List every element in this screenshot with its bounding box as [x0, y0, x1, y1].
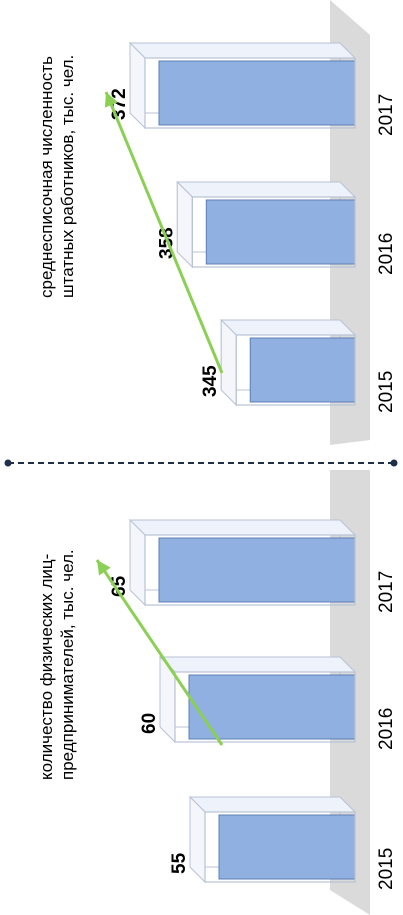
bar-fill [218, 814, 356, 880]
bar-side-face [176, 181, 357, 198]
bar-front-outline [144, 534, 356, 606]
trend-arrow-head [97, 560, 111, 576]
bar-front-outline [191, 196, 356, 268]
bars-layer: 55 2015 60 2016 65 2017 [109, 518, 397, 890]
category-label: 2015 [376, 371, 397, 413]
bar-2017: 65 2017 [109, 518, 397, 613]
bar-side-face [158, 656, 357, 673]
bar-end-face [129, 41, 146, 130]
bar-2017: 372 2017 [109, 41, 397, 136]
bar-2015: 55 2015 [169, 795, 397, 890]
bar-end-face [176, 180, 193, 269]
category-label: 2016 [376, 233, 397, 275]
category-label: 2017 [376, 571, 397, 613]
bar-side-face [188, 796, 357, 813]
bar-2016: 60 2016 [139, 655, 397, 750]
bar-end-face [189, 795, 206, 884]
trend-arrow-line [95, 559, 224, 746]
chart-title-line-1: количество физических лиц- [37, 554, 56, 780]
category-label: 2017 [376, 94, 397, 136]
value-label: 55 [169, 852, 190, 874]
category-label: 2015 [376, 848, 397, 890]
value-label: 345 [200, 365, 221, 397]
bar-fill [158, 537, 356, 603]
bar-end-face [220, 318, 237, 407]
bar-side-face [220, 319, 357, 336]
bar-front-outline [144, 57, 356, 129]
divider [4, 459, 398, 467]
divider-dot-start [4, 459, 12, 467]
chart-title-line-1: среднесписочная численность [37, 56, 56, 298]
chart-individual-entrepreneurs: 55 2015 60 2016 65 2017 количество физических… [37, 470, 397, 915]
value-label: 60 [139, 713, 160, 734]
bar-fill [205, 199, 356, 265]
bar-side-face [128, 519, 357, 536]
chart-title-line-2: предпринимателей, тыс. чел. [58, 549, 77, 780]
bar-front-outline [204, 811, 356, 883]
bar-fill [158, 60, 356, 126]
trend-arrow-line [104, 91, 224, 374]
bar-fill [249, 337, 356, 403]
category-label: 2016 [376, 708, 397, 750]
bar-end-face [129, 518, 146, 607]
bar-front-outline [235, 334, 356, 406]
bar-2016: 3582016 [156, 180, 397, 275]
trend-arrow-head [104, 92, 118, 108]
divider-dot-end [390, 459, 398, 467]
value-label: 65 [109, 575, 130, 597]
bar-front-outline [174, 671, 356, 743]
bar-fill [188, 674, 356, 740]
bar-side-face [128, 42, 357, 59]
chart-title-line-2: штатных работников, тыс. чел. [58, 55, 77, 298]
bar-2015: 345 2015 [200, 318, 397, 413]
